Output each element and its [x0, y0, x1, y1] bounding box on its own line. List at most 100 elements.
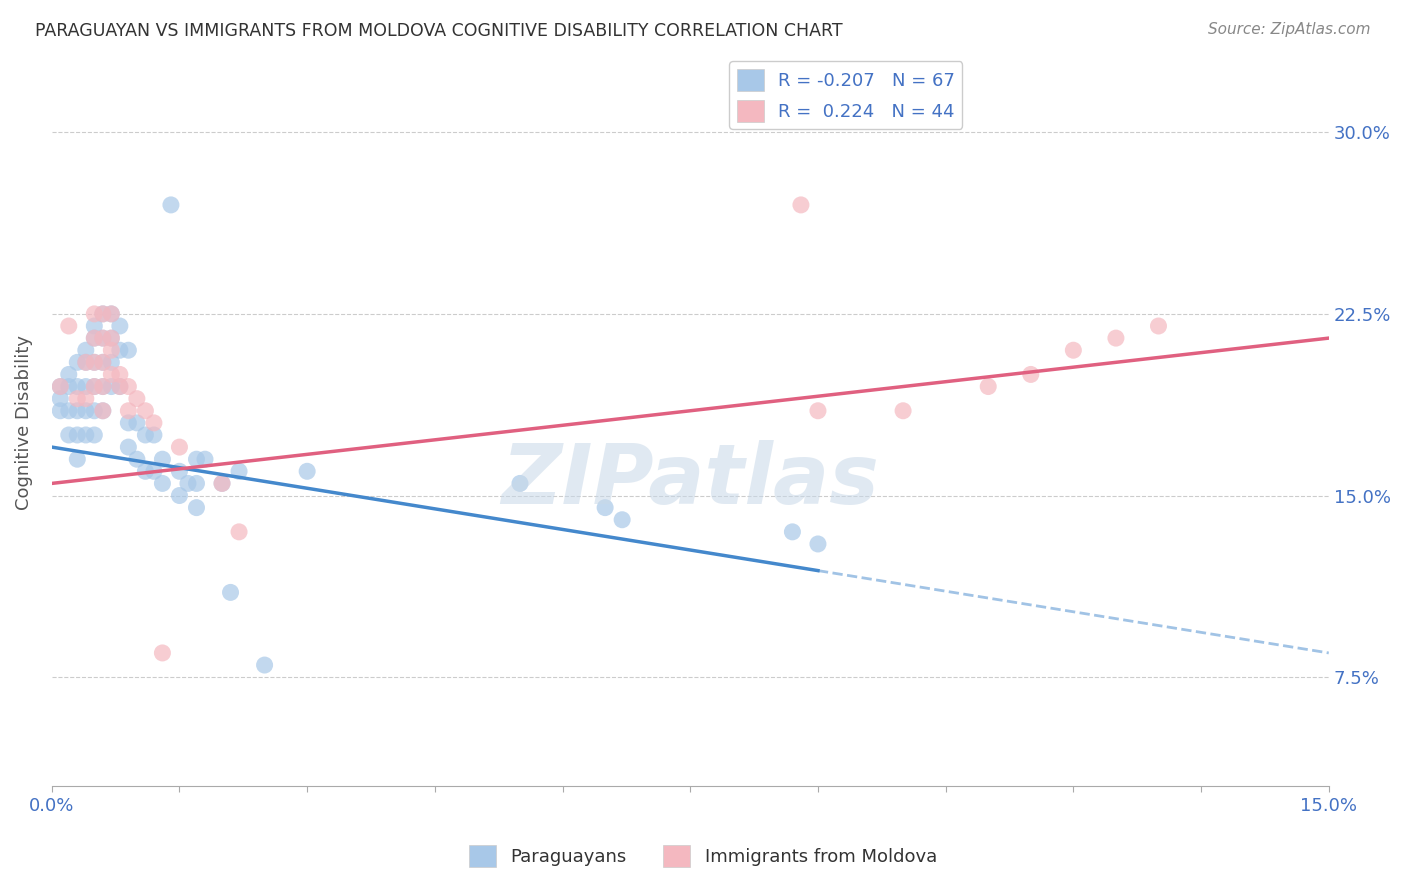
Point [593, 500, 616, 515]
Point [108, 318, 131, 333]
Point [142, 416, 165, 430]
Point [83, 355, 105, 369]
Point [125, 392, 148, 406]
Point [83, 379, 105, 393]
Point [91, 355, 114, 369]
Point [83, 331, 105, 345]
Point [83, 428, 105, 442]
Point [75, 379, 97, 393]
Point [58, 318, 80, 333]
Point [66, 452, 89, 467]
Point [83, 379, 105, 393]
Y-axis label: Cognitive Disability: Cognitive Disability [15, 335, 32, 510]
Point [782, 524, 804, 539]
Text: ZIPatlas: ZIPatlas [502, 441, 879, 522]
Point [75, 428, 97, 442]
Point [186, 476, 208, 491]
Point [117, 416, 139, 430]
Point [83, 355, 105, 369]
Point [1105, 331, 1128, 345]
Point [211, 476, 233, 491]
Point [100, 307, 122, 321]
Point [125, 416, 148, 430]
Point [100, 331, 122, 345]
Point [228, 524, 250, 539]
Point [75, 355, 97, 369]
Legend: R = -0.207   N = 67, R =  0.224   N = 44: R = -0.207 N = 67, R = 0.224 N = 44 [730, 62, 962, 128]
Point [1019, 368, 1042, 382]
Point [91, 379, 114, 393]
Point [211, 476, 233, 491]
Point [91, 307, 114, 321]
Point [134, 464, 156, 478]
Point [807, 537, 830, 551]
Point [142, 464, 165, 478]
Point [100, 368, 122, 382]
Point [49, 379, 72, 393]
Point [295, 464, 318, 478]
Point [142, 428, 165, 442]
Point [91, 307, 114, 321]
Point [186, 500, 208, 515]
Point [91, 379, 114, 393]
Point [134, 403, 156, 417]
Point [91, 355, 114, 369]
Point [58, 368, 80, 382]
Point [91, 331, 114, 345]
Point [100, 331, 122, 345]
Point [108, 379, 131, 393]
Point [169, 464, 191, 478]
Point [49, 379, 72, 393]
Point [790, 198, 813, 212]
Point [117, 403, 139, 417]
Point [83, 403, 105, 417]
Point [194, 452, 217, 467]
Point [66, 403, 89, 417]
Point [66, 355, 89, 369]
Point [160, 198, 183, 212]
Point [219, 585, 242, 599]
Point [58, 379, 80, 393]
Point [509, 476, 531, 491]
Point [610, 513, 633, 527]
Point [169, 489, 191, 503]
Point [108, 343, 131, 358]
Point [1062, 343, 1084, 358]
Point [253, 658, 276, 673]
Point [66, 428, 89, 442]
Point [100, 355, 122, 369]
Point [228, 464, 250, 478]
Point [108, 368, 131, 382]
Point [100, 379, 122, 393]
Point [58, 403, 80, 417]
Point [91, 403, 114, 417]
Text: PARAGUAYAN VS IMMIGRANTS FROM MOLDOVA COGNITIVE DISABILITY CORRELATION CHART: PARAGUAYAN VS IMMIGRANTS FROM MOLDOVA CO… [35, 22, 842, 40]
Text: Source: ZipAtlas.com: Source: ZipAtlas.com [1208, 22, 1371, 37]
Point [186, 452, 208, 467]
Point [169, 440, 191, 454]
Point [91, 403, 114, 417]
Point [891, 403, 914, 417]
Point [117, 379, 139, 393]
Legend: Paraguayans, Immigrants from Moldova: Paraguayans, Immigrants from Moldova [463, 838, 943, 874]
Point [49, 403, 72, 417]
Point [152, 476, 174, 491]
Point [100, 307, 122, 321]
Point [91, 331, 114, 345]
Point [977, 379, 1000, 393]
Point [75, 403, 97, 417]
Point [125, 452, 148, 467]
Point [108, 379, 131, 393]
Point [75, 355, 97, 369]
Point [83, 318, 105, 333]
Point [75, 392, 97, 406]
Point [177, 476, 200, 491]
Point [58, 428, 80, 442]
Point [66, 392, 89, 406]
Point [134, 428, 156, 442]
Point [152, 646, 174, 660]
Point [1147, 318, 1170, 333]
Point [152, 452, 174, 467]
Point [100, 343, 122, 358]
Point [49, 392, 72, 406]
